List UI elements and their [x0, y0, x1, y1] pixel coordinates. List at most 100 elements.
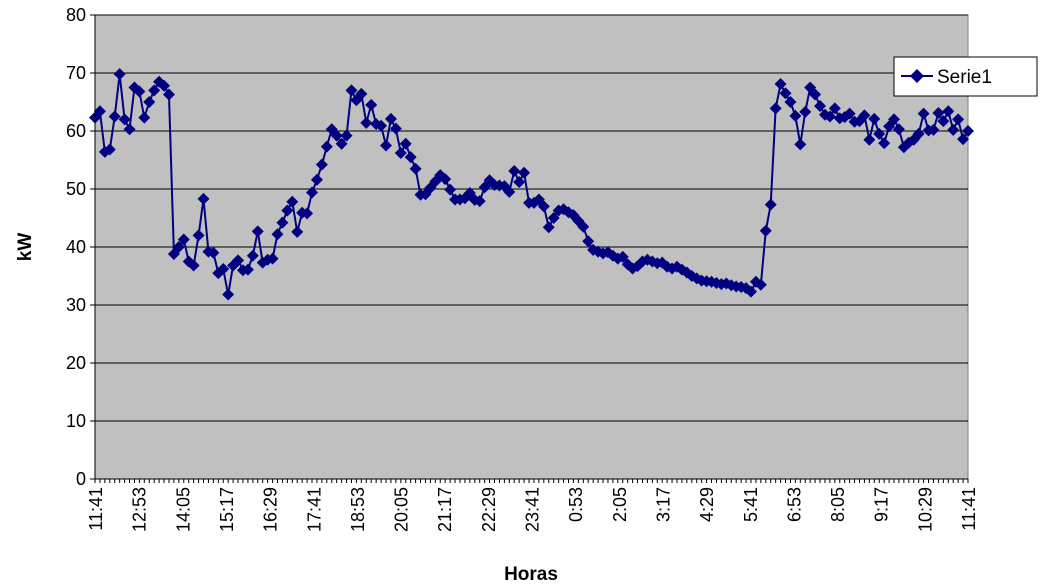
data-point	[365, 98, 378, 111]
data-point	[93, 105, 106, 118]
y-tick-label: 10	[66, 411, 86, 431]
data-point	[513, 176, 526, 189]
x-tick-label: 8:05	[828, 487, 848, 522]
data-point	[878, 137, 891, 150]
x-tick-label: 21:17	[435, 487, 455, 532]
x-tick-label: 6:53	[784, 487, 804, 522]
data-point	[744, 285, 757, 298]
x-tick-label: 0:53	[566, 487, 586, 522]
data-point	[113, 68, 126, 81]
data-point	[202, 245, 215, 258]
data-point	[177, 233, 190, 246]
data-point	[518, 166, 531, 179]
data-point	[537, 200, 550, 213]
data-point	[873, 127, 886, 140]
data-point	[172, 241, 185, 253]
data-point	[246, 249, 259, 262]
data-point	[138, 111, 151, 124]
legend-entry-serie1: Serie1	[937, 67, 992, 88]
data-point	[754, 278, 767, 291]
data-point	[937, 115, 950, 128]
x-tick-label: 22:29	[479, 487, 499, 532]
data-point	[809, 88, 822, 101]
data-point	[148, 84, 161, 97]
data-point	[197, 192, 210, 205]
data-point	[271, 228, 284, 241]
data-point	[251, 225, 264, 238]
data-point	[582, 235, 595, 248]
y-tick-label: 50	[66, 179, 86, 199]
y-tick-label: 40	[66, 237, 86, 257]
x-axis-title: Horas	[504, 564, 558, 585]
data-point	[162, 88, 175, 101]
series-serie1	[89, 68, 974, 301]
data-point	[291, 225, 304, 238]
data-point	[207, 246, 220, 259]
data-point	[389, 122, 402, 135]
data-point	[276, 216, 289, 229]
data-point	[799, 105, 812, 118]
data-point	[404, 151, 417, 164]
y-tick-label: 80	[66, 5, 86, 25]
data-point	[764, 198, 777, 211]
data-point	[779, 87, 792, 100]
data-point	[932, 107, 945, 120]
data-point	[217, 263, 230, 276]
data-point	[158, 79, 171, 92]
data-point	[394, 147, 407, 160]
x-tick-label: 17:41	[304, 487, 324, 532]
data-point	[399, 137, 412, 150]
data-point	[123, 123, 136, 136]
data-point	[439, 173, 452, 186]
data-point	[942, 105, 955, 118]
y-tick-label: 20	[66, 353, 86, 373]
data-point	[769, 102, 782, 115]
data-point	[814, 100, 827, 113]
data-point	[912, 127, 925, 140]
data-point	[542, 221, 555, 234]
x-tick-label: 10:29	[915, 487, 935, 532]
y-tick-label: 0	[76, 469, 86, 489]
data-point	[222, 288, 235, 301]
data-point	[888, 113, 901, 126]
x-tick-label: 16:29	[261, 487, 281, 532]
data-point	[375, 119, 388, 132]
legend-marker-swatch	[910, 69, 924, 83]
data-point	[301, 207, 314, 220]
x-tick-label: 15:17	[217, 487, 237, 532]
y-tick-label: 60	[66, 121, 86, 141]
x-tick-label: 12:53	[130, 487, 150, 532]
data-point	[606, 249, 619, 262]
x-tick-label: 14:05	[173, 487, 193, 532]
data-point	[409, 162, 422, 175]
y-tick-label: 30	[66, 295, 86, 315]
data-point	[503, 185, 516, 198]
data-point	[340, 129, 353, 142]
data-point	[355, 87, 368, 100]
data-point	[118, 113, 131, 126]
x-tick-label: 5:41	[741, 487, 761, 522]
data-point	[868, 112, 881, 125]
x-tick-label: 23:41	[523, 487, 543, 532]
data-point	[794, 138, 807, 151]
data-point	[315, 158, 328, 171]
data-point	[192, 229, 205, 242]
data-point	[310, 173, 323, 186]
x-tick-label: 9:17	[872, 487, 892, 522]
data-point	[320, 140, 333, 153]
data-point	[577, 220, 590, 233]
data-point	[133, 85, 146, 98]
data-point	[380, 139, 392, 152]
data-point	[547, 212, 560, 224]
data-point	[828, 102, 841, 115]
data-point	[843, 107, 856, 120]
data-point	[957, 133, 970, 146]
x-axis-ticks	[94, 479, 969, 483]
data-point	[858, 109, 871, 122]
data-point	[444, 183, 457, 196]
data-point	[241, 263, 254, 276]
data-point	[892, 123, 905, 136]
x-tick-label: 11:41	[959, 487, 979, 531]
x-tick-label: 11:41	[86, 487, 106, 531]
data-point	[917, 107, 930, 120]
